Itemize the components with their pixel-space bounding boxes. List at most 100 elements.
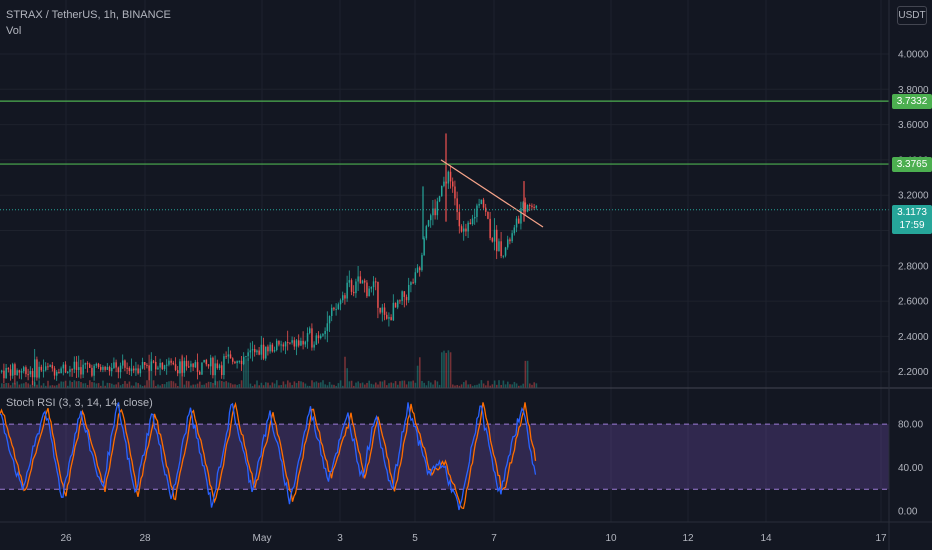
volume-bar [119,385,122,388]
candle [372,276,375,296]
stoch-rsi-legend[interactable]: Stoch RSI (3, 3, 14, 14, close) [6,397,153,409]
candle [144,361,146,370]
volume-bar [155,385,157,388]
stoch-tick-label: 0.00 [898,507,918,518]
candle [141,357,144,370]
time-axis[interactable]: 26 28 May 3 5 7 10 12 14 17 [60,533,887,544]
volume-bar [287,380,289,388]
candle [115,359,117,373]
volume-bar [487,380,489,388]
volume-bar [190,385,192,388]
volume-bar [64,380,67,388]
volume-bar [135,382,137,388]
volume-bar [80,382,82,388]
candle [284,341,287,355]
stoch-d-line [0,401,537,510]
volume-legend[interactable]: Vol [6,25,22,37]
candle [293,337,296,350]
volume-bar [267,382,269,388]
candle [401,290,403,306]
volume-bar [27,383,29,388]
candle [480,199,483,205]
candle [225,351,227,360]
candle [34,349,36,387]
candle [166,359,168,375]
candle [27,368,29,381]
volume-bar [258,385,260,388]
candle [350,278,353,296]
volume-bar [93,382,95,388]
volume-bar [60,381,62,388]
volume-bar [370,383,373,388]
volume-bar [500,384,502,388]
volume-bar [353,385,355,388]
candle [370,286,373,293]
volume-bar [243,360,245,388]
volume-bar [311,380,313,388]
candle [460,224,463,233]
volume-bar [386,385,388,388]
candle [260,335,263,360]
volume-bar [401,380,403,388]
volume-bar [291,385,293,388]
volume-bar [216,381,219,388]
volume-bar [333,384,335,388]
horizontal-lines [0,100,889,165]
volume-bar [100,385,102,388]
candle [238,360,241,364]
candle [346,275,348,302]
candle [111,363,113,377]
candle [465,223,467,237]
volume-bar [172,381,175,388]
candle [531,203,533,211]
candle [100,364,102,372]
volume-bar [168,381,170,388]
candle [47,362,49,371]
volume-bar [421,380,423,388]
candle [375,277,377,291]
candle [36,356,38,381]
symbol-title[interactable]: STRAX / TetherUS, 1h, BINANCE [6,9,171,21]
candle [152,359,155,364]
candle [73,356,76,374]
volume-bar [390,382,392,388]
volume-bar [425,385,428,388]
time-tick-label: 12 [682,533,694,544]
candles [1,133,538,387]
volume-bar [196,383,199,388]
volume-bar [67,385,69,388]
candle [234,360,236,365]
candle [355,278,357,298]
trend-line[interactable] [440,159,544,228]
currency-button[interactable]: USDT [897,6,927,25]
candle [106,363,109,370]
candle [137,364,139,375]
candle [247,348,249,361]
candle [529,203,531,211]
candle [504,246,507,258]
volume-bar [364,384,366,388]
candle [108,365,111,376]
time-tick-label: 7 [491,533,497,544]
volume-bar [73,380,76,388]
candle [513,224,516,236]
volume-bar [394,381,397,388]
candle [502,255,505,259]
volume-bar [278,385,280,388]
candle [102,365,104,373]
candle [117,366,120,379]
volume-bar [273,383,276,388]
stoch-tick-label: 40.00 [898,463,923,474]
candle [203,359,205,363]
stoch-axis[interactable]: 80.00 40.00 0.00 [898,420,923,518]
volume-bar [240,380,243,388]
candle [14,362,16,385]
volume-bar [315,381,318,388]
volume-bar [335,385,337,388]
volume-bar [511,384,513,388]
volume-bar [526,360,529,388]
volume-bar [337,383,340,388]
candle [170,358,172,366]
candle [227,346,230,364]
